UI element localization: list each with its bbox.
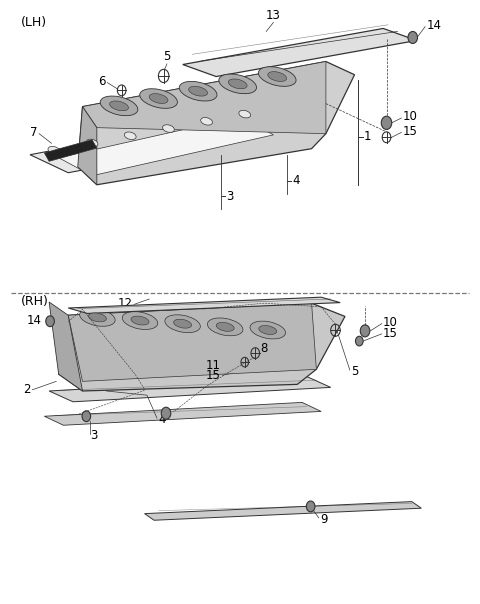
Polygon shape [83,62,326,133]
Polygon shape [30,109,307,173]
Text: 10: 10 [383,316,398,329]
Text: 1: 1 [364,130,372,143]
Ellipse shape [48,146,60,154]
Text: 2: 2 [24,383,31,396]
Ellipse shape [165,315,200,333]
Ellipse shape [131,316,149,325]
Ellipse shape [100,96,138,115]
Text: 4: 4 [292,174,300,187]
Ellipse shape [207,318,243,336]
Ellipse shape [80,309,115,326]
Text: 4: 4 [159,413,167,426]
Text: 3: 3 [227,190,234,203]
Polygon shape [144,501,421,520]
Text: (RH): (RH) [21,295,48,309]
Circle shape [360,325,370,337]
Text: 15: 15 [206,369,221,382]
Ellipse shape [228,79,247,89]
Ellipse shape [201,118,213,125]
Polygon shape [44,402,321,425]
Circle shape [82,411,91,422]
Polygon shape [78,106,97,185]
Text: 7: 7 [30,126,37,139]
Polygon shape [183,28,417,77]
Ellipse shape [216,323,234,332]
Polygon shape [68,303,316,381]
Ellipse shape [163,125,174,132]
Text: 6: 6 [98,75,106,88]
Ellipse shape [250,321,286,339]
Text: 14: 14 [427,19,442,32]
Ellipse shape [258,66,296,86]
Ellipse shape [122,312,158,329]
Text: 15: 15 [402,125,417,138]
Ellipse shape [259,326,277,335]
Circle shape [306,501,315,512]
Circle shape [46,316,54,327]
Polygon shape [59,117,274,176]
Text: 14: 14 [27,313,42,327]
Polygon shape [49,302,83,391]
Polygon shape [44,140,97,161]
Ellipse shape [124,132,136,140]
Text: 3: 3 [90,429,97,442]
Ellipse shape [268,72,287,82]
Ellipse shape [189,86,207,96]
Text: 9: 9 [320,513,328,526]
Ellipse shape [174,320,192,328]
Polygon shape [68,297,340,313]
Ellipse shape [219,74,256,94]
Circle shape [381,116,392,129]
Ellipse shape [140,89,178,108]
Text: 5: 5 [163,50,171,63]
Polygon shape [49,376,331,402]
Ellipse shape [239,111,251,118]
Text: 10: 10 [402,111,417,123]
Ellipse shape [86,139,98,147]
Ellipse shape [180,82,217,101]
Text: (LH): (LH) [21,16,47,30]
Text: 8: 8 [261,342,268,355]
Ellipse shape [149,94,168,103]
Polygon shape [59,303,345,391]
Text: 5: 5 [351,365,359,378]
Polygon shape [78,62,355,185]
Text: 11: 11 [206,359,221,372]
Circle shape [161,407,171,419]
Ellipse shape [109,101,129,111]
Text: 15: 15 [383,327,398,340]
Text: 12: 12 [118,297,132,310]
Circle shape [408,31,418,43]
Ellipse shape [88,313,107,322]
Circle shape [356,336,363,346]
Text: 13: 13 [266,9,281,22]
